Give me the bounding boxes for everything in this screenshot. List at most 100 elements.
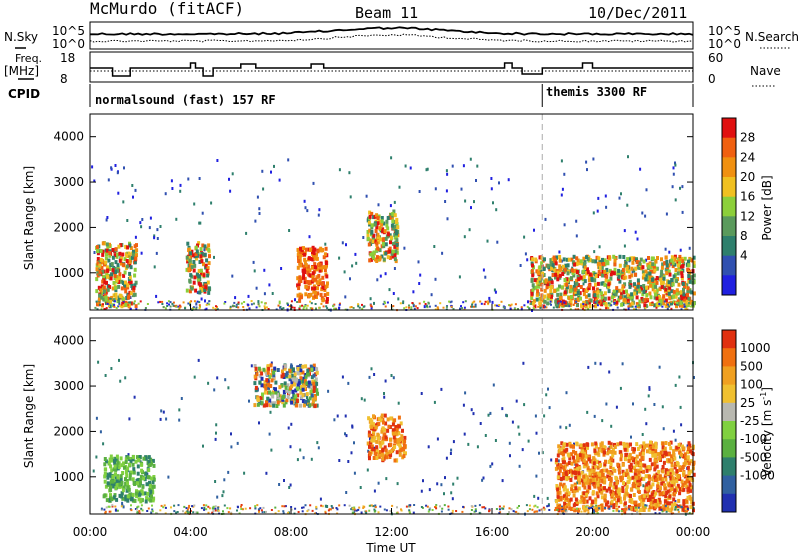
heatmap-cell — [478, 511, 481, 514]
heatmap-cell — [345, 491, 348, 494]
heatmap-cell — [591, 500, 595, 505]
heatmap-cell — [344, 432, 346, 436]
heatmap-cell — [473, 510, 476, 513]
heatmap-cell — [550, 280, 554, 285]
heatmap-cell — [114, 288, 118, 292]
heatmap-cell — [288, 390, 291, 395]
heatmap-cell — [558, 264, 562, 269]
heatmap-cell — [646, 300, 649, 303]
heatmap-cell — [196, 300, 199, 303]
heatmap-cell — [435, 504, 438, 507]
heatmap-cell — [558, 447, 562, 452]
heatmap-cell — [654, 292, 657, 297]
heatmap-cell — [607, 284, 611, 289]
heatmap-cell — [106, 302, 109, 305]
heatmap-cell — [583, 485, 587, 490]
heatmap-cell — [367, 220, 371, 225]
heatmap-cell — [296, 383, 300, 388]
heatmap-cell — [380, 219, 384, 224]
heatmap-cell — [302, 272, 306, 277]
heatmap-cell — [263, 268, 266, 272]
freq-tick-top: 18 — [60, 51, 75, 65]
heatmap-cell — [104, 484, 108, 489]
heatmap-cell — [559, 267, 563, 272]
velocity-heatmap — [92, 318, 696, 516]
heatmap-cell — [601, 297, 605, 302]
heatmap-cell — [440, 510, 443, 513]
heatmap-cell — [655, 288, 659, 293]
heatmap-cell — [669, 509, 671, 512]
heatmap-cell — [611, 295, 614, 300]
heatmap-cell — [137, 483, 141, 488]
heatmap-cell — [157, 301, 160, 304]
heatmap-cell — [103, 280, 107, 285]
heatmap-cell — [689, 449, 693, 454]
nave-label: Nave — [750, 64, 781, 78]
heatmap-cell — [310, 393, 314, 398]
heatmap-cell — [556, 487, 560, 492]
heatmap-cell — [178, 306, 181, 309]
heatmap-cell — [257, 366, 261, 371]
heatmap-cell — [162, 306, 165, 309]
heatmap-cell — [312, 381, 316, 386]
heatmap-cell — [609, 462, 613, 466]
heatmap-cell — [592, 456, 596, 461]
heatmap-cell — [255, 286, 258, 290]
heatmap-cell — [642, 469, 645, 474]
heatmap-cell — [272, 387, 275, 390]
heatmap-cell — [624, 452, 628, 457]
heatmap-cell — [193, 275, 197, 280]
heatmap-cell — [570, 469, 573, 474]
cpid-segment-1: normalsound (fast) 157 RF — [95, 93, 276, 107]
heatmap-cell — [307, 281, 311, 286]
heatmap-cell — [110, 497, 114, 502]
heatmap-cell — [296, 386, 299, 391]
heatmap-cell — [317, 213, 320, 217]
heatmap-cell — [392, 209, 396, 214]
heatmap-cell — [205, 246, 209, 251]
heatmap-cell — [663, 499, 667, 504]
heatmap-cell — [285, 388, 289, 393]
heatmap-cell — [380, 415, 384, 420]
heatmap-cell — [452, 308, 455, 310]
heatmap-cell — [128, 492, 132, 497]
heatmap-cell — [630, 266, 634, 271]
heatmap-cell — [229, 307, 232, 310]
power-heatmap — [91, 114, 696, 312]
heatmap-cell — [559, 292, 563, 297]
heatmap-cell — [567, 296, 571, 301]
heatmap-cell — [591, 490, 595, 495]
heatmap-cell — [304, 247, 308, 252]
heatmap-cell — [198, 290, 202, 295]
heatmap-cell — [543, 288, 547, 293]
heatmap-cell — [631, 475, 635, 480]
heatmap-cell — [585, 160, 588, 164]
heatmap-cell — [372, 233, 376, 238]
heatmap-cell — [618, 470, 621, 475]
heatmap-cell — [686, 444, 689, 448]
heatmap-cell — [96, 308, 99, 311]
heatmap-cell — [547, 504, 550, 507]
heatmap-cell — [615, 505, 618, 508]
heatmap-cell — [148, 226, 151, 230]
heatmap-cell — [110, 468, 114, 473]
heatmap-cell — [563, 449, 567, 454]
heatmap-cell — [656, 301, 659, 304]
heatmap-cell — [391, 212, 395, 216]
heatmap-cell — [595, 491, 599, 496]
heatmap-cell — [640, 455, 644, 460]
heatmap-cell — [650, 277, 654, 282]
heatmap-cell — [596, 494, 600, 499]
heatmap-cell — [619, 450, 623, 455]
nsearch-trace — [89, 33, 694, 43]
heatmap-cell — [445, 308, 448, 311]
heatmap-cell — [134, 256, 138, 261]
heatmap-cell — [619, 386, 622, 390]
heatmap-cell — [560, 506, 563, 509]
heatmap-cell — [393, 257, 397, 262]
x-tick-label: 08:00 — [274, 525, 309, 539]
heatmap-cell — [173, 504, 176, 507]
heatmap-cell — [482, 268, 485, 272]
heatmap-cell — [385, 234, 389, 239]
heatmap-cell — [601, 448, 605, 452]
